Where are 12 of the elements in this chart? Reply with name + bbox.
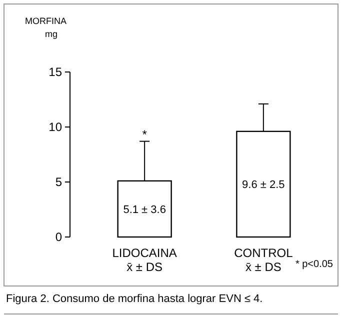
y-tick-label: 15	[48, 65, 62, 79]
text: * p<0.05	[295, 259, 334, 270]
data-label: 9.6 ± 2.5	[242, 179, 285, 192]
text: Figura 2. Consumo de morfina hasta lograr EVN ≤ 4.	[6, 293, 263, 305]
x-tick-label: CONTROL x̄ ± DS	[234, 246, 294, 274]
annotation: *	[142, 127, 148, 142]
x-tick-label: LIDOCAINA x̄ ± DS	[112, 246, 177, 274]
data-label: 5.1 ± 3.6	[123, 204, 166, 216]
y-tick-label: 10	[48, 120, 62, 134]
y-tick-label: 5	[55, 175, 62, 189]
y-axis-title: MORFINA mg	[25, 16, 66, 39]
y-tick-label: 0	[55, 230, 62, 244]
